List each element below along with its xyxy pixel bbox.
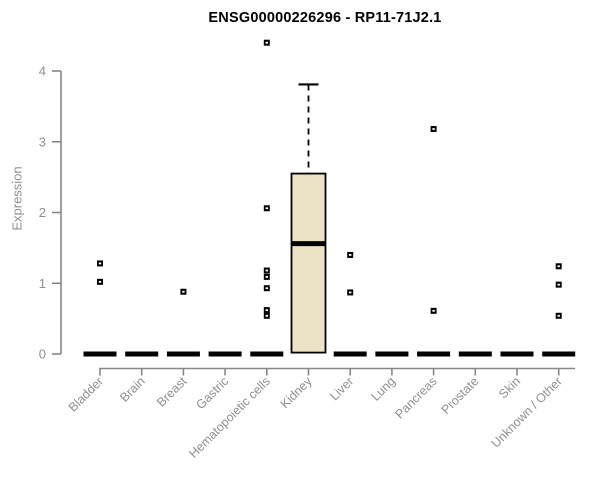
median-line	[500, 351, 534, 357]
outlier-point-center	[265, 41, 268, 44]
x-tick-label: Unknown / Other	[489, 374, 565, 450]
outlier-point-center	[432, 128, 435, 130]
x-tick-label: Lung	[368, 374, 398, 404]
median-line	[375, 351, 409, 357]
x-tick-label: Skin	[496, 374, 523, 401]
median-line	[333, 351, 367, 357]
x-tick-label: Brain	[117, 374, 148, 405]
y-tick-label: 3	[39, 134, 46, 149]
median-line	[542, 351, 576, 357]
x-tick-label: Breast	[154, 374, 190, 410]
chart-title: ENSG00000226296 - RP11-71J2.1	[208, 10, 442, 26]
outlier-point-center	[557, 265, 560, 268]
outlier-point-center	[265, 207, 268, 210]
median-line	[417, 351, 451, 357]
outlier-point-center	[557, 283, 560, 286]
outlier-point-center	[98, 262, 102, 265]
outlier-point-center	[265, 275, 268, 278]
y-tick-label: 1	[39, 276, 46, 291]
outlier-point-center	[265, 287, 268, 290]
median-line	[166, 351, 200, 357]
outlier-point-center	[349, 254, 352, 256]
x-tick-label: Liver	[327, 374, 356, 403]
y-tick-label: 4	[39, 64, 46, 79]
median-line	[250, 351, 284, 357]
iqr-box	[290, 172, 327, 354]
median-line	[83, 351, 117, 357]
x-tick-label: Hematopoietic cells	[186, 374, 273, 461]
y-tick-label: 0	[39, 347, 46, 362]
outlier-point-center	[432, 309, 435, 312]
outlier-point-center	[265, 309, 268, 312]
outlier-point-center	[98, 280, 102, 283]
median-line	[125, 351, 159, 357]
median-line	[458, 351, 492, 357]
x-tick-label: Gastric	[193, 374, 231, 412]
y-tick-label: 2	[39, 205, 46, 220]
y-axis-title: Expression	[9, 166, 25, 231]
x-tick-label: Pancreas	[392, 374, 439, 421]
outlier-point-center	[349, 291, 352, 294]
x-tick-label: Bladder	[66, 374, 106, 414]
x-tick-label: Kidney	[278, 374, 315, 411]
median-line	[292, 241, 325, 247]
outlier-point-center	[265, 314, 268, 317]
outlier-point-center	[182, 290, 185, 293]
x-tick-label: Prostate	[439, 374, 482, 417]
median-line	[208, 351, 242, 357]
outlier-point-center	[557, 314, 560, 317]
outlier-point-center	[265, 269, 268, 272]
